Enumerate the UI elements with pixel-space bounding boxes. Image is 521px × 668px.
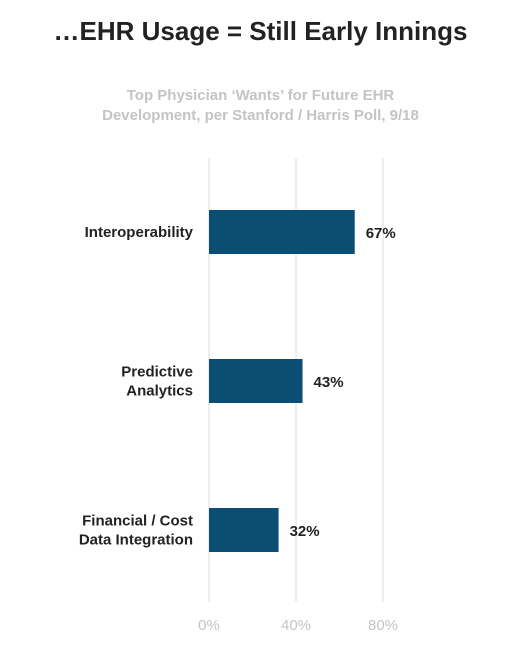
bar: [209, 359, 303, 403]
x-tick-label: 40%: [281, 617, 311, 634]
x-tick-label: 0%: [198, 617, 220, 634]
category-label: Interoperability: [85, 224, 194, 241]
chart-subtitle: Top Physician ‘Wants’ for Future EHR Dev…: [0, 86, 521, 126]
x-tick-label: 80%: [368, 617, 398, 634]
category-label: Predictive Analytics: [121, 364, 193, 400]
subtitle-line-2: Development, per Stanford / Harris Poll,…: [102, 107, 419, 124]
subtitle-line-1: Top Physician ‘Wants’ for Future EHR: [126, 87, 395, 104]
page-title: …EHR Usage = Still Early Innings: [53, 16, 468, 46]
bar: [209, 210, 355, 254]
bar: [209, 508, 279, 552]
data-label: 43%: [314, 374, 344, 391]
data-label: 32%: [290, 523, 320, 540]
category-label: Financial / Cost Data Integration: [79, 513, 193, 549]
data-label: 67%: [366, 225, 396, 242]
